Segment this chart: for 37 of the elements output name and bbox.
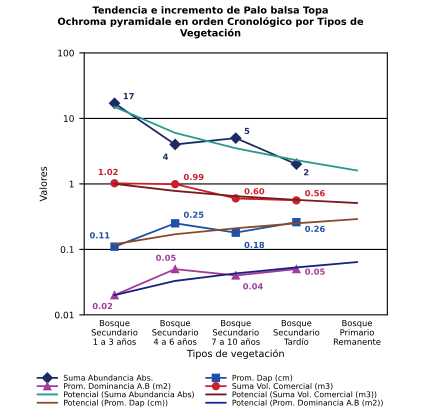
point [170, 138, 181, 150]
data-label: 0.60 [244, 188, 264, 194]
point [170, 180, 180, 188]
data-label: 0.26 [305, 226, 325, 232]
x-tick-label: Bosque Secundario Tardío [274, 320, 320, 345]
point [170, 264, 180, 274]
data-label: 0.04 [243, 283, 263, 290]
y-axis-title: Valores [39, 166, 47, 202]
y-tick-label: 1 [70, 180, 74, 188]
data-label: 0.05 [305, 268, 325, 275]
point [170, 219, 180, 228]
chart-title: Tendencia e incremento de Palo balsa Topa Ochroma pyramidale en orden Cronológico por Tipos de Vegetación [58, 6, 364, 38]
y-tick-label: 10 [64, 115, 74, 122]
point [230, 132, 242, 144]
y-tick-label: 0.01 [54, 312, 74, 318]
x-tick-label: Bosque Secundario 7 a 10 años [212, 320, 260, 345]
data-label: 2 [304, 169, 308, 176]
x-axis-title: Tipos de vegetación [186, 349, 284, 360]
data-label: 0.56 [305, 190, 325, 196]
data-label: 0.02 [92, 302, 112, 310]
y-tick-label: 0.1 [60, 246, 74, 253]
data-label: 0.25 [184, 212, 204, 218]
data-label: 4 [163, 154, 168, 160]
x-tick-label: Bosque Secundario 4 a 6 años [152, 320, 198, 345]
point [232, 228, 240, 237]
data-label: 17 [124, 93, 134, 100]
data-label: 0.11 [90, 232, 110, 238]
data-label: 0.05 [156, 254, 176, 261]
x-tick-label: Bosque Secundario 1 a 3 años [92, 320, 138, 345]
point [290, 158, 302, 170]
data-label: 0.18 [244, 242, 264, 248]
point [108, 98, 120, 109]
data-label: 1.02 [98, 168, 118, 176]
data-label: 0.99 [184, 174, 204, 180]
x-tick-label: Bosque Primario Remanente [334, 320, 380, 345]
data-label: 5 [244, 128, 250, 134]
y-tick-label: 100 [58, 50, 74, 56]
